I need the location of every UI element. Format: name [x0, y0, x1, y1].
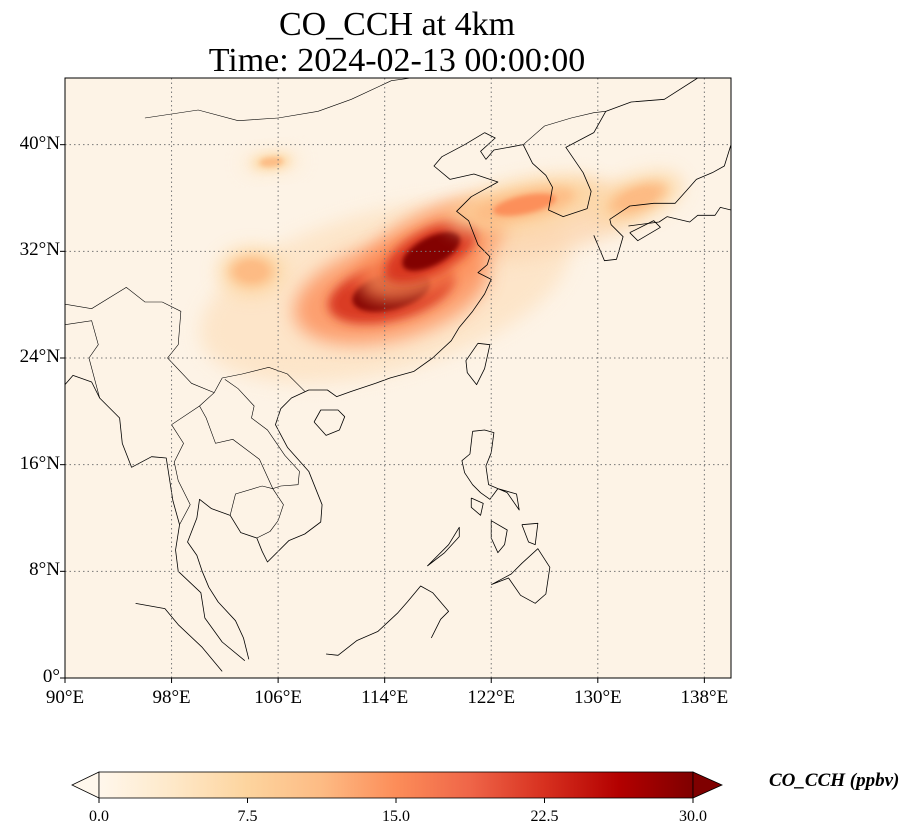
colorbar-tick-label: 7.5	[237, 808, 258, 825]
coastline	[187, 132, 499, 660]
coastline	[490, 520, 508, 554]
map-background	[65, 78, 731, 678]
coastlines	[65, 78, 731, 672]
tick-marks	[60, 144, 705, 683]
coastline	[629, 220, 661, 242]
coastline	[605, 78, 698, 112]
colorbar-tick-label: 22.5	[530, 808, 559, 825]
y-tick-label: 0°	[42, 666, 60, 687]
colorbar-tick-label: 0.0	[89, 808, 109, 825]
plume-core	[493, 193, 556, 216]
coastline	[313, 409, 346, 436]
colorbar-extend-low	[71, 771, 100, 799]
country-border	[278, 78, 412, 119]
colorbar-body	[98, 771, 694, 799]
x-tick-label: 130°E	[573, 687, 622, 708]
x-tick-label: 138°E	[680, 687, 729, 708]
coastline	[521, 522, 539, 546]
coastline	[461, 429, 520, 511]
plume-core	[402, 231, 461, 271]
concentration-field	[199, 149, 683, 383]
coastline	[628, 206, 731, 227]
y-tick-label: 24°N	[19, 346, 60, 367]
country-border	[65, 286, 163, 309]
coastline	[135, 602, 223, 672]
colorbar-label: CO_CCH (ppbv)	[769, 770, 900, 791]
colorbar-tick-label: 30.0	[679, 808, 707, 825]
x-tick-label: 98°E	[152, 687, 191, 708]
chart-subtitle: Time: 2024-02-13 00:00:00	[208, 42, 586, 79]
y-tick-label: 40°N	[19, 132, 60, 154]
coastline	[427, 526, 460, 567]
x-tick-label: 106°E	[254, 687, 302, 708]
gridlines	[65, 78, 731, 678]
map-frame	[64, 77, 732, 679]
colorbar-tick-label: 15.0	[382, 808, 410, 825]
country-border	[523, 111, 606, 145]
y-tick-label: 32°N	[19, 239, 60, 261]
country-border	[199, 379, 300, 490]
plume-core	[620, 188, 656, 208]
x-tick-label: 122°E	[467, 687, 516, 708]
coastline	[491, 548, 551, 604]
y-tick-label: 16°N	[19, 452, 60, 474]
coastline	[326, 585, 450, 656]
colorbar-extend-high	[692, 771, 723, 799]
coastline	[480, 132, 524, 160]
x-tick-label: 114°E	[361, 687, 409, 708]
country-border	[65, 320, 100, 399]
chart-title: CO_CCH at 4km	[278, 6, 516, 43]
x-tick-label: 90°E	[45, 687, 85, 708]
plume-core	[238, 262, 265, 281]
plume-core	[259, 157, 284, 167]
coastline	[470, 497, 484, 516]
coastline	[465, 342, 491, 386]
coastline	[65, 374, 246, 661]
country-border	[199, 392, 215, 407]
y-tick-label: 8°N	[29, 559, 60, 581]
